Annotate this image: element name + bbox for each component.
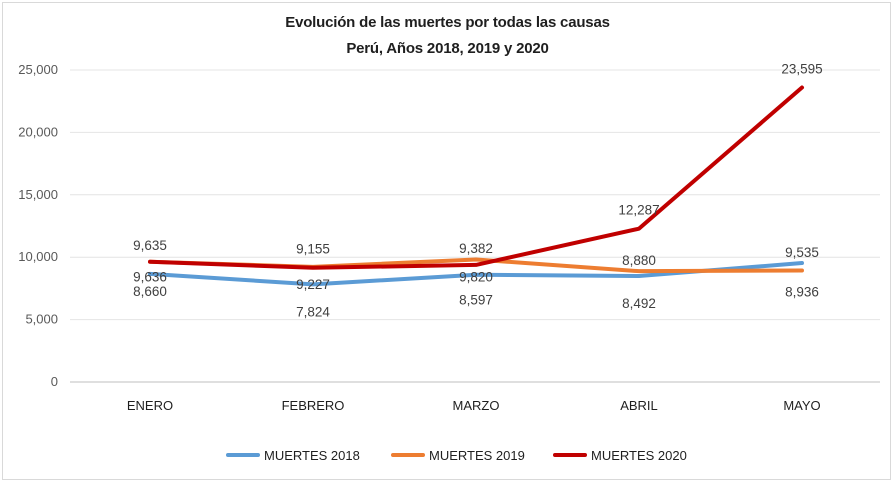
series-lines [148,85,804,287]
x-category-label: FEBRERO [282,398,345,413]
data-label: 9,635 [133,238,167,253]
legend-label: MUERTES 2020 [591,448,687,463]
data-label: 23,595 [781,62,822,77]
y-tick-label: 20,000 [18,124,58,139]
x-category-label: MARZO [453,398,500,413]
data-label: 8,660 [133,284,167,299]
data-label: 9,382 [459,241,493,256]
data-label: 9,227 [296,277,330,292]
legend: MUERTES 2018 MUERTES 2019 MUERTES 2020 [226,448,687,463]
data-label: 7,824 [296,304,330,319]
chart-subtitle: Perú, Años 2018, 2019 y 2020 [346,40,549,57]
data-label: 9,535 [785,245,819,260]
y-tick-label: 10,000 [18,249,58,264]
series-line-3 [148,85,804,270]
data-labels: 8,660 7,824 8,597 8,492 9,535 9,636 9,227 9,820… [133,62,823,320]
data-label: 8,492 [622,296,656,311]
data-label: 8,936 [785,284,819,299]
y-tick-label: 25,000 [18,62,58,77]
data-label: 9,636 [133,270,167,285]
data-label: 9,820 [459,269,493,284]
data-label: 9,155 [296,242,330,257]
gridlines [70,69,880,383]
y-tick-label: 5,000 [25,312,58,327]
chart-title: Evolución de las muertes por todas las c… [285,14,610,31]
data-label: 8,880 [622,253,656,268]
data-label: 8,597 [459,293,493,308]
y-axis-ticks: 0 5,000 10,000 15,000 20,000 25,000 [18,62,58,389]
x-category-label: ENERO [127,398,173,413]
y-tick-label: 0 [51,374,58,389]
data-label: 12,287 [618,203,659,218]
legend-label: MUERTES 2019 [429,448,525,463]
x-axis-categories: ENERO FEBRERO MARZO ABRIL MAYO [127,398,821,413]
x-category-label: MAYO [783,398,820,413]
legend-label: MUERTES 2018 [264,448,360,463]
y-tick-label: 15,000 [18,187,58,202]
x-category-label: ABRIL [620,398,658,413]
